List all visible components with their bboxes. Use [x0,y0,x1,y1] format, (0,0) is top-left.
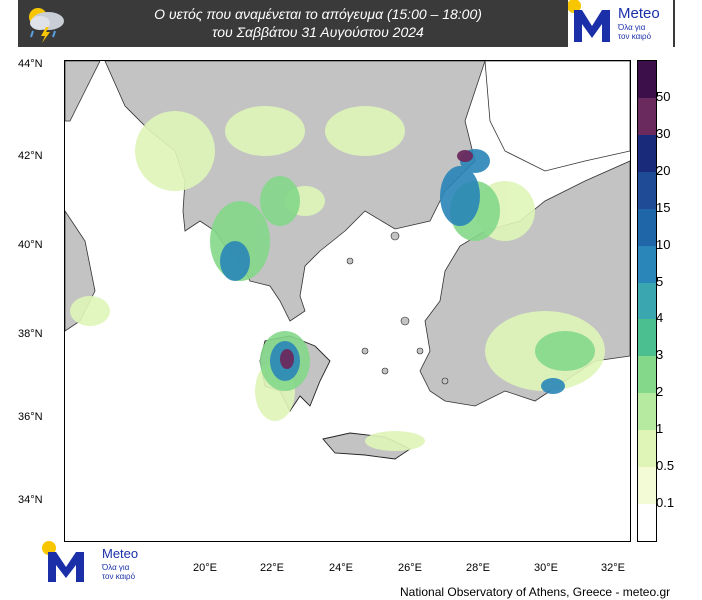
lon-label-30: 30°E [534,562,558,574]
aegean-island [390,231,400,241]
colorbar-segment [638,467,656,505]
colorbar-segment [638,393,656,431]
meteo-logo-top: Meteo Όλα για τον καιρό [567,0,673,47]
colorbar-tick-label: 20 [656,162,671,178]
lon-label-28: 28°E [466,562,490,574]
colorbar-segment [638,430,656,468]
logo-tagline-2: τον καιρό [102,572,136,581]
colorbar-tick-label: 15 [656,199,671,215]
colorbar-tick-label: 50 [656,88,671,104]
italy-north [65,61,101,122]
colorbar-tick-label: 0.5 [656,458,675,474]
lat-label-42: 42°N [18,150,43,162]
precip-medium [210,176,595,391]
logo-tagline-2: τον καιρό [618,32,652,41]
colorbar-segment [638,208,656,246]
colorbar-tick-label: 30 [656,125,671,141]
colorbar [637,60,657,542]
aegean-island [400,316,410,326]
precipitation-map [64,60,631,542]
black-sea [484,61,630,172]
colorbar-tick-label: 1 [656,421,664,437]
lat-label-36: 36°N [18,411,43,423]
logo-tagline-1: Όλα για [101,563,130,572]
title-line-2: του Σαββάτου 31 Αυγούστου 2024 [212,24,424,40]
colorbar-segment [638,282,656,320]
colorbar-tick-label: 10 [656,236,671,252]
colorbar-segment [638,97,656,135]
colorbar-segment [638,171,656,209]
colorbar-segment [638,504,656,541]
header-bar: Ο υετός που αναμένεται το απόγευμα (15:0… [18,0,675,47]
colorbar-segment [638,319,656,357]
meteo-logo-icon: Meteo Όλα για τον καιρό [42,541,138,582]
meteo-logo-bottom: Meteo Όλα για τον καιρό [40,540,155,585]
credit-text: National Observatory of Athens, Greece -… [400,585,671,599]
title-line-1: Ο υετός που αναμένεται το απόγευμα (15:0… [154,6,482,22]
colorbar-segment [638,356,656,394]
colorbar-tick-label: 4 [656,310,664,326]
thunderstorm-icon [29,8,64,43]
meteo-logo-icon: Meteo Όλα για τον καιρό [567,0,660,42]
logo-brand-text: Meteo [618,5,660,22]
colorbar-tick-label: 0.1 [656,495,675,511]
lat-label-34: 34°N [18,494,43,506]
aegean-island [361,347,369,355]
colorbar-segment [638,245,656,283]
colorbar-tick-label: 3 [656,347,664,363]
aegean-island [416,347,424,355]
colorbar-segment [638,134,656,172]
lat-label-40: 40°N [18,239,43,251]
lat-label-38: 38°N [18,328,43,340]
map-title: Ο υετός που αναμένεται το απόγευμα (15:0… [88,5,548,41]
lon-label-22: 22°E [260,562,284,574]
logo-tagline-1: Όλα για [617,23,646,32]
lon-label-26: 26°E [398,562,422,574]
precip-intense [280,150,473,369]
colorbar-tick-label: 5 [656,273,664,289]
colorbar-segment [638,61,656,98]
aegean-island [346,257,354,265]
map-canvas [65,61,630,541]
lon-label-24: 24°E [329,562,353,574]
logo-brand-text: Meteo [102,546,138,561]
lon-label-20: 20°E [193,562,217,574]
aegean-island [441,377,449,385]
colorbar-tick-label: 2 [656,384,664,400]
aegean-island [381,367,389,375]
lon-label-32: 32°E [601,562,625,574]
lat-label-44: 44°N [18,58,43,70]
